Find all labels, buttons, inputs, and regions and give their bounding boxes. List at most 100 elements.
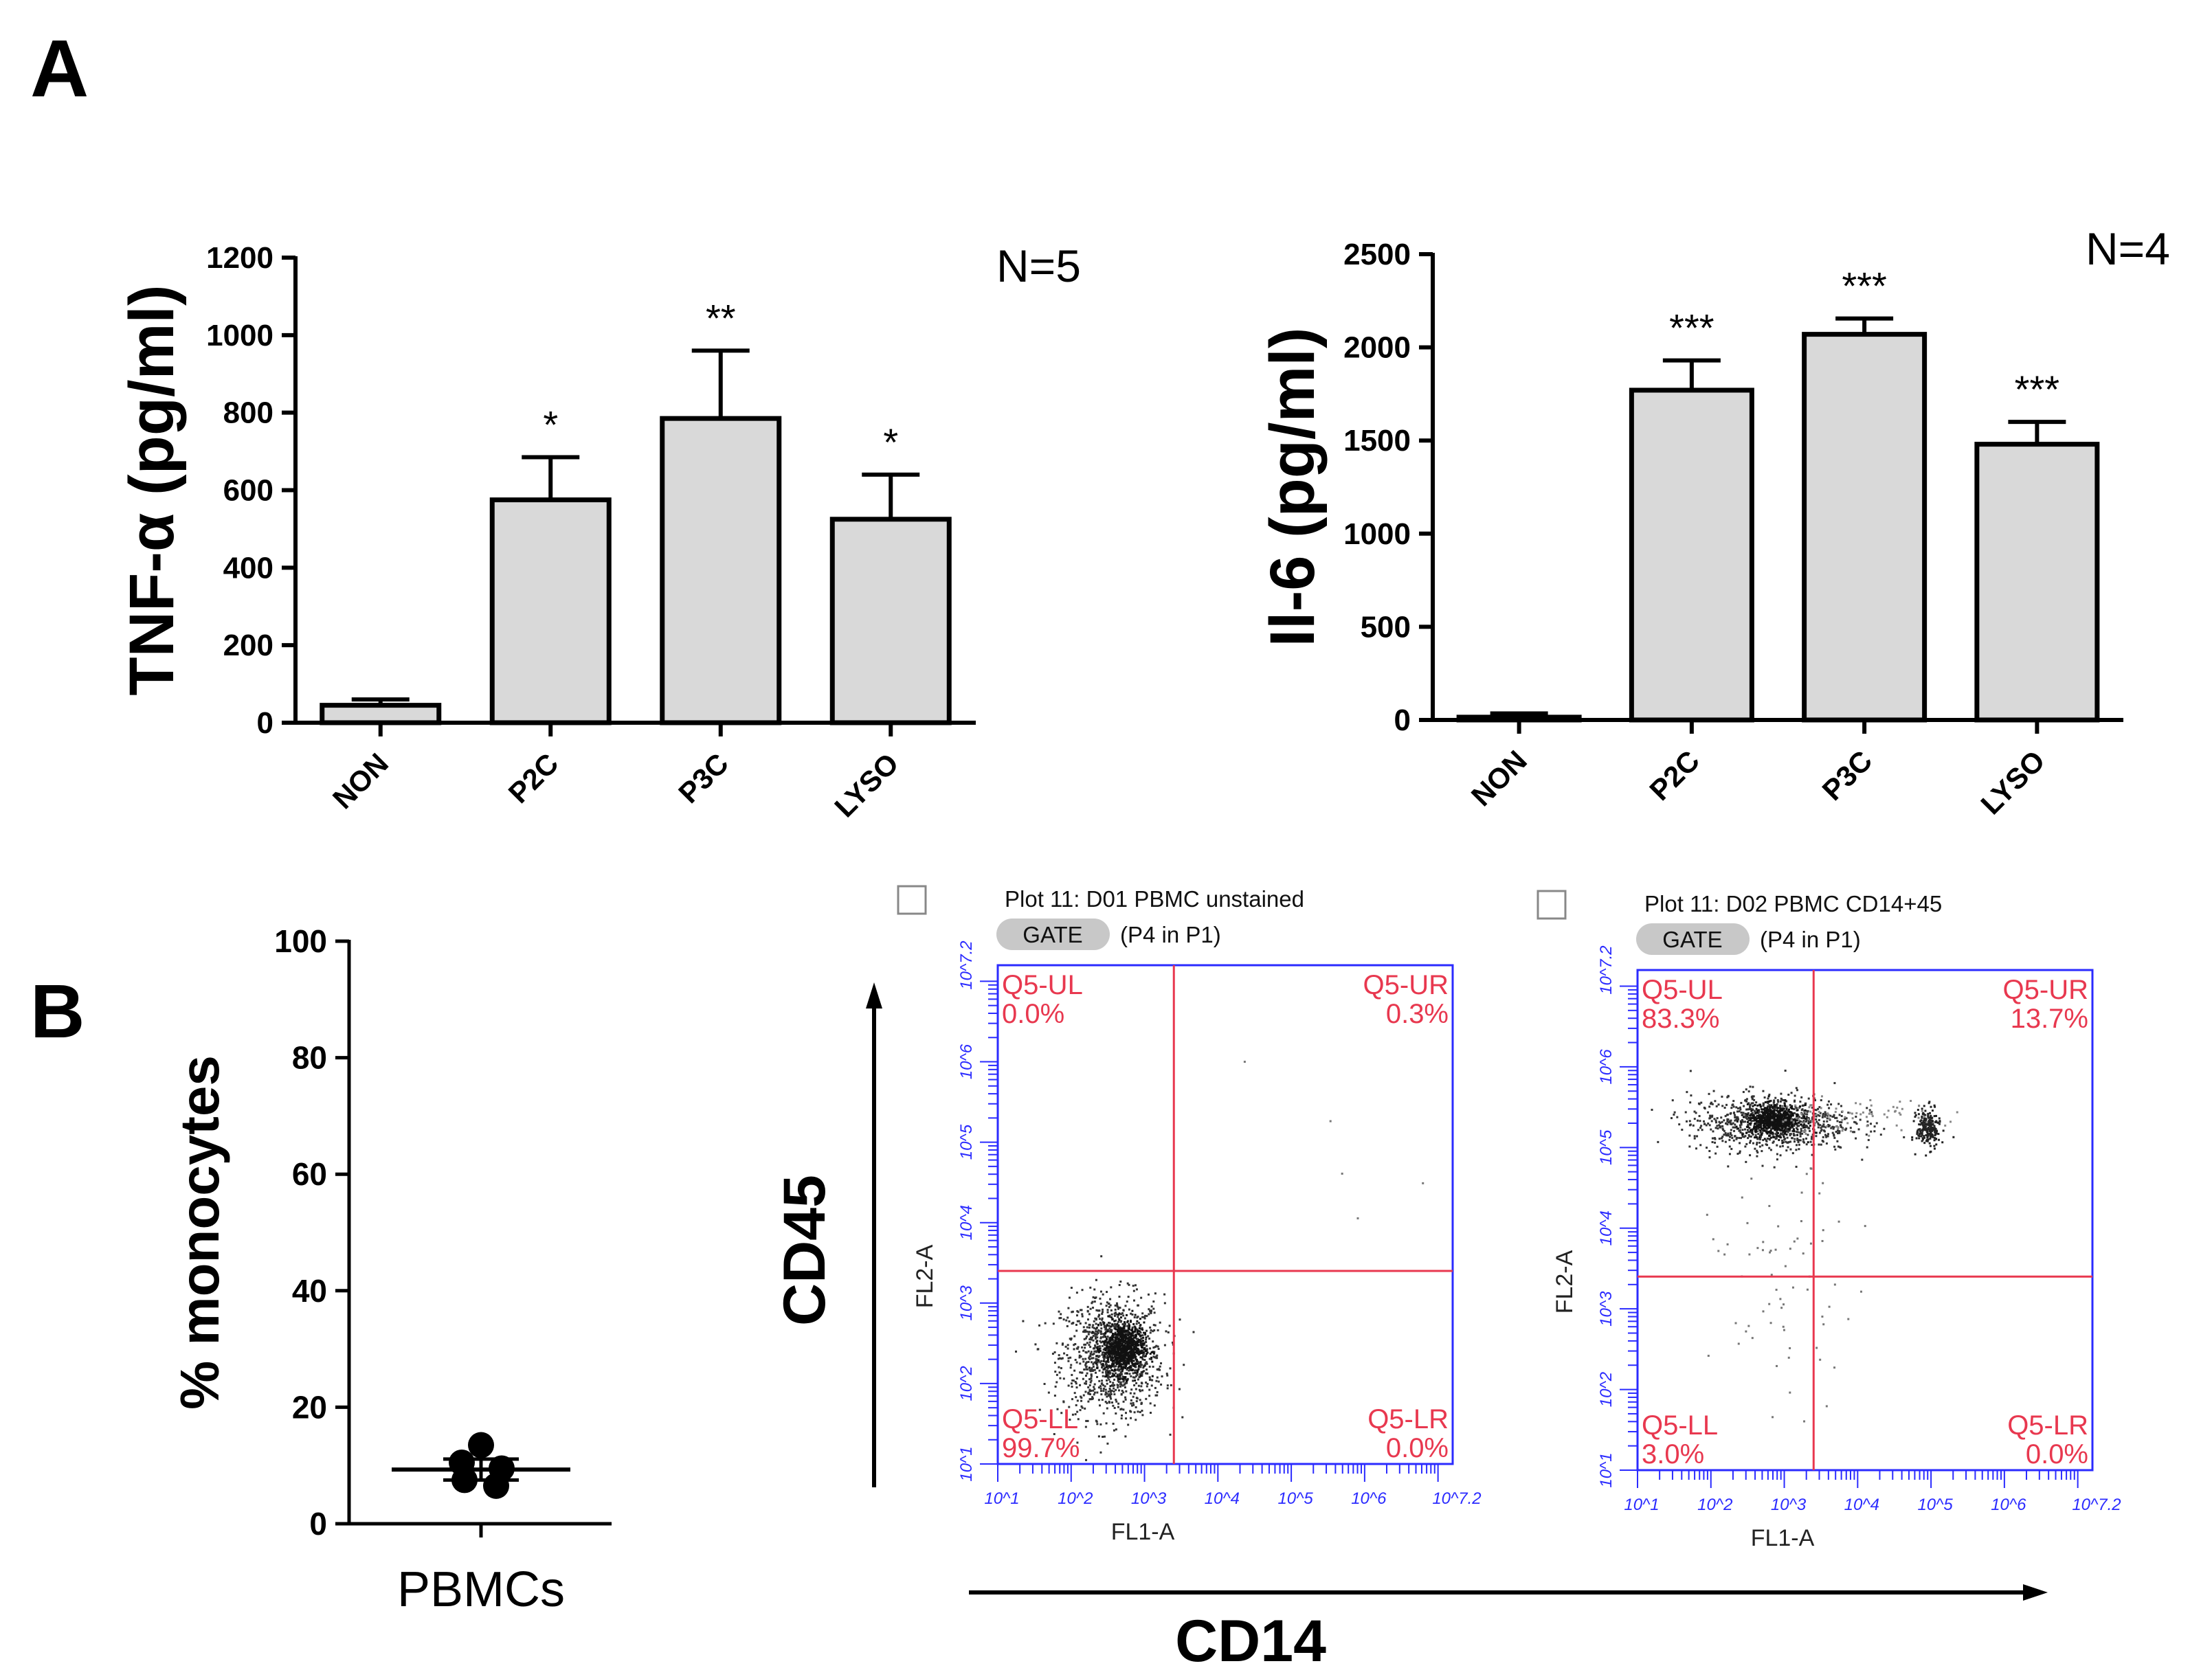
- event-dot: [1802, 1120, 1805, 1123]
- event-dot: [1944, 1124, 1947, 1127]
- event-dot: [1826, 1114, 1829, 1117]
- event-dot: [1095, 1338, 1097, 1340]
- event-dot: [1853, 1120, 1856, 1123]
- event-dot: [1799, 1105, 1802, 1108]
- event-dot: [1781, 1142, 1784, 1145]
- event-dot: [1110, 1351, 1113, 1354]
- event-dot: [1915, 1137, 1918, 1140]
- event-dot: [1085, 1368, 1088, 1371]
- event-dot: [1095, 1333, 1098, 1336]
- event-dot: [1776, 1158, 1778, 1161]
- event-dot: [1084, 1337, 1087, 1340]
- event-dot: [1141, 1342, 1144, 1345]
- event-dot: [1794, 1094, 1796, 1097]
- event-dot: [1762, 1127, 1765, 1130]
- event-dot: [1898, 1112, 1901, 1114]
- event-dot: [1778, 1120, 1780, 1123]
- event-dot: [1870, 1104, 1873, 1107]
- event-dot: [1767, 1095, 1770, 1098]
- event-dot: [1123, 1376, 1126, 1379]
- event-dot: [1099, 1361, 1102, 1364]
- event-dot: [1720, 1116, 1723, 1119]
- event-dot: [1780, 1115, 1783, 1118]
- event-dot: [1768, 1104, 1771, 1107]
- event-dot: [1121, 1368, 1124, 1371]
- event-dot: [1148, 1388, 1151, 1391]
- event-dot: [1099, 1303, 1102, 1305]
- event-dot: [1059, 1377, 1062, 1379]
- event-dot: [1107, 1358, 1110, 1361]
- event-dot: [1113, 1368, 1116, 1371]
- event-dot: [1701, 1129, 1703, 1131]
- event-dot: [1775, 1288, 1778, 1291]
- event-dot: [1859, 1118, 1862, 1121]
- event-dot: [1122, 1346, 1125, 1349]
- event-dot: [1092, 1389, 1095, 1392]
- event-dot: [1921, 1109, 1923, 1112]
- event-dot: [1817, 1122, 1820, 1125]
- event-dot: [1782, 1107, 1785, 1110]
- event-dot: [1110, 1329, 1113, 1331]
- event-dot: [1097, 1323, 1099, 1326]
- event-dot: [1149, 1402, 1152, 1405]
- event-dot: [1128, 1351, 1131, 1353]
- event-dot: [1153, 1311, 1156, 1314]
- event-dot: [1078, 1356, 1081, 1359]
- event-dot: [1066, 1354, 1069, 1357]
- event-dot: [1062, 1400, 1065, 1403]
- event-dot: [1923, 1121, 1926, 1124]
- event-dot: [1745, 1114, 1747, 1117]
- event-dot: [1135, 1346, 1138, 1349]
- event-dot: [1715, 1121, 1718, 1124]
- event-dot: [1761, 1120, 1763, 1123]
- event-dot: [1919, 1128, 1921, 1131]
- event-dot: [1768, 1093, 1771, 1096]
- event-dot: [1914, 1114, 1917, 1116]
- event-dot: [1106, 1442, 1109, 1445]
- event-dot: [1845, 1127, 1848, 1130]
- event-dot: [1135, 1359, 1138, 1362]
- event-dot: [1128, 1354, 1131, 1357]
- event-dot: [1148, 1357, 1151, 1360]
- event-dot: [1930, 1119, 1933, 1122]
- event-dot: [1089, 1346, 1092, 1349]
- event-dot: [1815, 1118, 1818, 1120]
- event-dot: [1166, 1384, 1169, 1387]
- event-dot: [1803, 1112, 1806, 1114]
- event-dot: [1928, 1119, 1930, 1122]
- event-dot: [1135, 1288, 1138, 1291]
- event-dot: [1925, 1131, 1928, 1134]
- event-dot: [1782, 1134, 1785, 1136]
- event-dot: [1096, 1364, 1099, 1366]
- event-dot: [1709, 1114, 1712, 1117]
- event-dot: [1855, 1123, 1858, 1125]
- event-dot: [1118, 1312, 1121, 1315]
- event-dot: [1756, 1125, 1759, 1128]
- event-dot: [1137, 1353, 1140, 1356]
- quadrant-name-q5-ll: Q5-LL: [1642, 1410, 1718, 1441]
- event-dot: [1754, 1134, 1757, 1136]
- x-tick-label-non: NON: [326, 747, 394, 815]
- event-dot: [1686, 1120, 1688, 1123]
- event-dot: [1120, 1366, 1123, 1369]
- event-dot: [1787, 1356, 1790, 1359]
- event-dot: [1099, 1322, 1102, 1325]
- event-dot: [1805, 1112, 1807, 1114]
- event-dot: [1746, 1113, 1749, 1116]
- event-dot: [1861, 1158, 1864, 1161]
- quadrant-name-q5-lr: Q5-LR: [2007, 1410, 2088, 1441]
- event-dot: [1847, 1318, 1850, 1320]
- event-dot: [1058, 1366, 1060, 1368]
- event-dot: [1723, 1134, 1725, 1136]
- event-dot: [1153, 1356, 1156, 1359]
- event-dot: [1764, 1123, 1767, 1125]
- event-dot: [1095, 1318, 1097, 1321]
- event-dot: [1929, 1145, 1932, 1147]
- event-dot: [1133, 1353, 1136, 1356]
- event-dot: [1058, 1354, 1060, 1357]
- event-dot: [1919, 1130, 1922, 1133]
- event-dot: [1157, 1329, 1159, 1331]
- event-dot: [1137, 1384, 1140, 1387]
- event-dot: [1789, 1346, 1791, 1349]
- event-dot: [1794, 1104, 1797, 1107]
